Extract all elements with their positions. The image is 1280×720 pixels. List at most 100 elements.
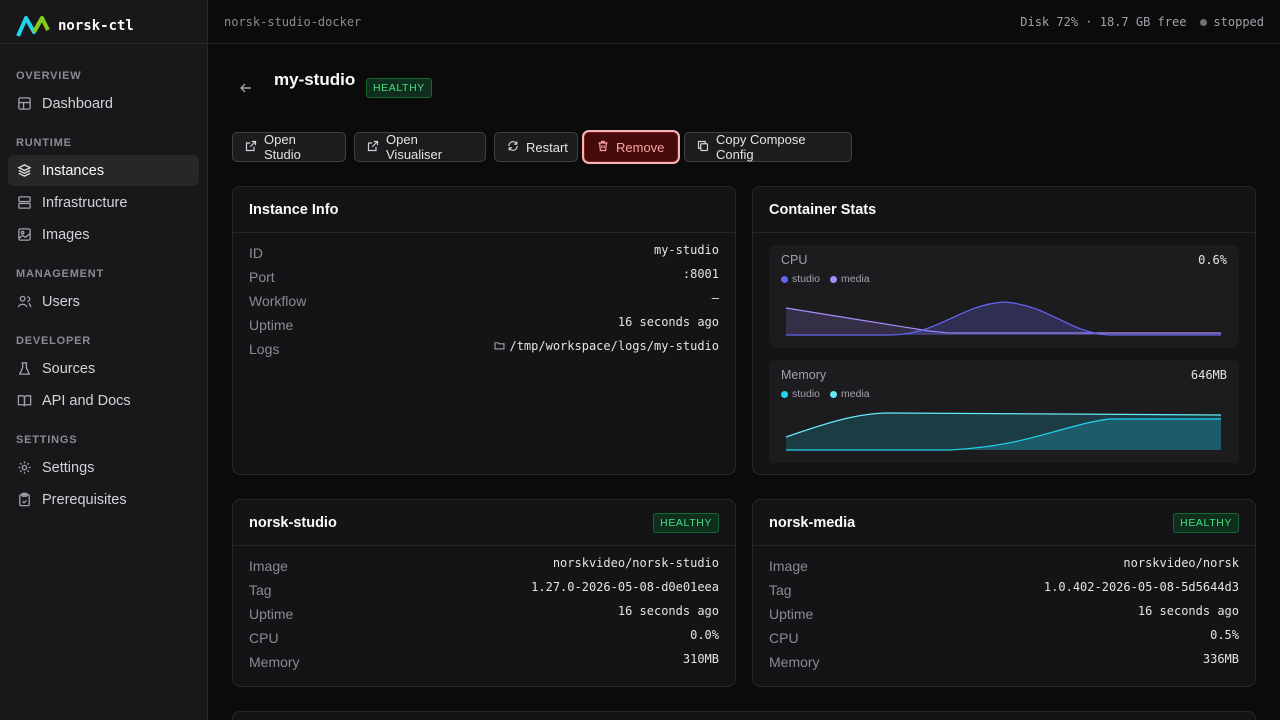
remove-label: Remove	[616, 139, 665, 155]
brand[interactable]: norsk-ctl	[0, 0, 207, 52]
users-icon	[16, 294, 32, 310]
cpu-value: 0.6%	[1198, 253, 1227, 267]
breadcrumb[interactable]: norsk-studio-docker	[224, 14, 362, 29]
nav-section-runtime: RUNTIME	[16, 137, 72, 149]
open-visualiser-label: Open Visualiser	[386, 132, 443, 162]
row-key: Port	[249, 269, 275, 285]
status-dot-icon	[1200, 18, 1208, 26]
studio-row-uptime: Uptime 16 seconds ago	[233, 604, 735, 630]
status-badge: HEALTHY	[366, 78, 432, 98]
folder-icon	[494, 339, 509, 353]
nav-section-settings: SETTINGS	[16, 434, 78, 446]
sidebar-item-sources[interactable]: Sources	[8, 353, 199, 384]
row-value: :8001	[682, 267, 719, 281]
info-row-port: Port :8001	[233, 267, 735, 293]
sidebar-item-api-docs[interactable]: API and Docs	[8, 385, 199, 416]
memory-studio-line	[786, 418, 1221, 451]
legend-label: studio	[792, 388, 821, 400]
legend-swatch-icon	[830, 390, 838, 398]
nav-section-developer: DEVELOPER	[16, 335, 92, 347]
row-value: 16 seconds ago	[1137, 604, 1239, 618]
sidebar-item-label: Prerequisites	[42, 491, 127, 508]
row-value: norskvideo/norsk	[1123, 556, 1239, 570]
cpu-sparkline	[785, 301, 1221, 336]
sidebar-item-infrastructure[interactable]: Infrastructure	[8, 187, 199, 218]
memory-value: 646MB	[1190, 368, 1227, 382]
external-link-icon	[245, 140, 257, 155]
container-stats-card: Container Stats CPU 0.6% studio media Me…	[752, 186, 1256, 475]
studio-row-image: Image norskvideo/norsk-studio	[233, 556, 735, 582]
row-key: Workflow	[249, 293, 307, 309]
cpu-studio-line	[786, 301, 1221, 336]
row-key: Tag	[249, 582, 272, 598]
sidebar-item-dashboard[interactable]: Dashboard	[8, 88, 199, 119]
open-visualiser-button[interactable]: Open Visualiser	[354, 132, 486, 162]
sidebar-item-label: Sources	[42, 360, 96, 377]
docker-status: stopped	[1200, 15, 1264, 29]
disk-usage: Disk 72% · 18.7 GB free	[1020, 14, 1187, 29]
memory-legend: studio media	[781, 388, 870, 400]
row-key: Tag	[769, 582, 792, 598]
legend-label: media	[841, 273, 870, 285]
image-icon	[16, 227, 32, 243]
remove-button[interactable]: Remove	[584, 132, 678, 162]
restart-button[interactable]: Restart	[494, 132, 578, 162]
row-value: 0.0%	[690, 628, 719, 642]
grid-icon	[16, 96, 32, 112]
legend-label: media	[841, 388, 870, 400]
row-value: norskvideo/norsk-studio	[552, 556, 719, 570]
info-row-uptime: Uptime 16 seconds ago	[233, 315, 735, 341]
memory-sparkline	[785, 412, 1222, 451]
cpu-chart-panel: CPU 0.6% studio media	[769, 245, 1239, 348]
cpu-studio-area	[786, 302, 1221, 335]
memory-media-area	[786, 413, 1221, 450]
legend-swatch-icon	[781, 390, 788, 398]
sidebar-item-label: Instances	[42, 162, 105, 179]
legend-label: studio	[792, 273, 821, 285]
sidebar-item-settings[interactable]: Settings	[8, 452, 199, 483]
copy-compose-config-button[interactable]: Copy Compose Config	[684, 132, 852, 162]
legend-item-media: media	[830, 273, 870, 285]
docker-status-label: stopped	[1213, 14, 1264, 29]
memory-chart-panel: Memory 646MB studio media	[769, 360, 1239, 463]
server-icon	[16, 195, 32, 211]
sidebar-item-instances[interactable]: Instances	[8, 155, 199, 186]
sidebar-item-users[interactable]: Users	[8, 286, 199, 317]
info-row-id: ID my-studio	[233, 243, 735, 269]
studio-row-memory: Memory 310MB	[233, 652, 735, 678]
legend-item-studio: studio	[781, 388, 820, 400]
logs-path: /tmp/workspace/logs/my-studio	[509, 339, 719, 353]
row-key: CPU	[769, 630, 799, 646]
instance-info-card: Instance Info ID my-studio Port:8001 Work…	[232, 186, 736, 475]
back-arrow-icon[interactable]	[238, 80, 256, 98]
memory-label: Memory	[781, 368, 827, 382]
row-key: Memory	[769, 654, 820, 670]
sidebar-item-prerequisites[interactable]: Prerequisites	[8, 484, 199, 515]
status-badge: HEALTHY	[653, 512, 719, 533]
row-key: Logs	[249, 341, 280, 357]
studio-row-cpu: CPU 0.0%	[233, 628, 735, 654]
studio-row-tag: Tag 1.27.0-2026-05-08-d0e01eea	[233, 580, 735, 606]
legend-item-studio: studio	[781, 273, 820, 285]
legend-item-media: media	[830, 388, 870, 400]
status-badge: HEALTHY	[1173, 512, 1239, 533]
open-studio-button[interactable]: Open Studio	[232, 132, 346, 162]
media-row-uptime: Uptime 16 seconds ago	[753, 604, 1255, 630]
sidebar-item-images[interactable]: Images	[8, 219, 199, 250]
divider	[0, 43, 207, 44]
row-value: 336MB	[1202, 652, 1239, 666]
nav-section-overview: OVERVIEW	[16, 70, 82, 82]
sidebar-item-label: Images	[42, 226, 90, 243]
logs-link[interactable]: /tmp/workspace/logs/my-studio	[494, 339, 719, 353]
row-value: 16 seconds ago	[617, 315, 719, 329]
row-value: 16 seconds ago	[617, 604, 719, 618]
norsk-media-card: norsk-media HEALTHY Image norskvideo/nors…	[752, 499, 1256, 687]
cpu-media-line	[785, 307, 1221, 334]
norsk-studio-card: norsk-studio HEALTHY Image norskvideo/nor…	[232, 499, 736, 687]
legend-swatch-icon	[781, 275, 788, 283]
copy-icon	[697, 140, 709, 155]
clipboard-icon	[16, 492, 32, 508]
cpu-legend: studio media	[781, 273, 870, 285]
row-key: Image	[769, 558, 808, 574]
flask-icon	[16, 361, 32, 377]
